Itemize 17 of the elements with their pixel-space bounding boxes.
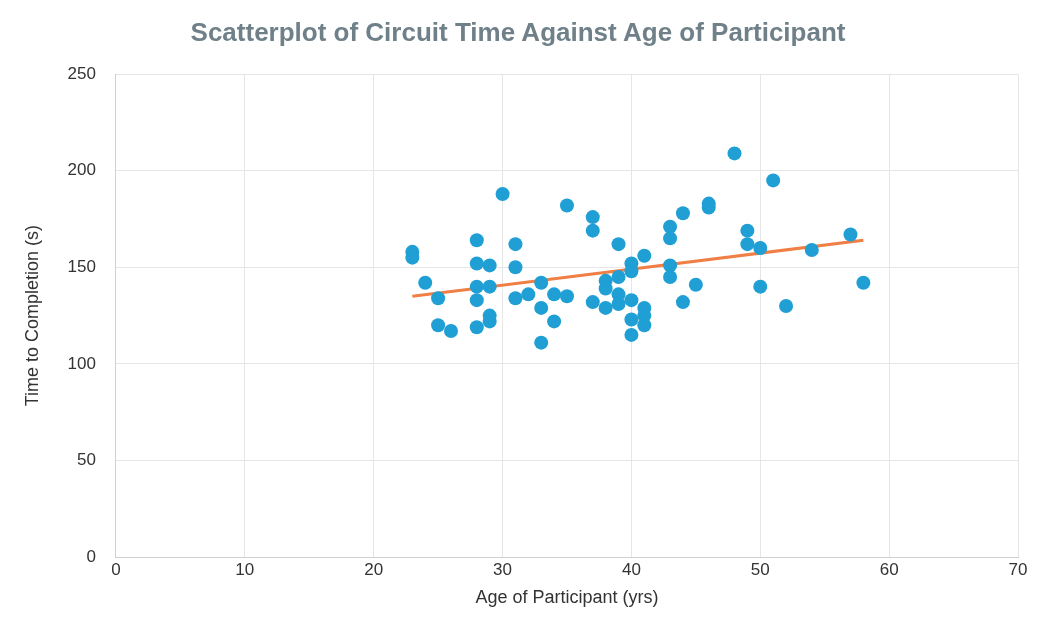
x-tick-label: 40 bbox=[621, 559, 641, 579]
y-axis-title: Time to Completion (s) bbox=[21, 224, 42, 407]
x-tick-label: 0 bbox=[111, 559, 121, 579]
y-tick-label: 50 bbox=[77, 450, 96, 470]
chart-title: Scatterplot of Circuit Time Against Age of Participant bbox=[190, 16, 846, 47]
x-tick-label: 50 bbox=[750, 559, 770, 579]
x-tick-label: 20 bbox=[364, 559, 384, 579]
y-tick-label: 200 bbox=[67, 160, 96, 180]
x-tick-label: 30 bbox=[493, 559, 513, 579]
y-tick-label: 250 bbox=[67, 63, 96, 83]
y-tick-label: 150 bbox=[67, 257, 96, 277]
y-tick-label: 0 bbox=[86, 546, 96, 566]
x-axis-title: Age of Participant (yrs) bbox=[475, 587, 659, 608]
x-tick-label: 70 bbox=[1008, 559, 1028, 579]
x-tick-label: 10 bbox=[235, 559, 255, 579]
y-tick-label: 100 bbox=[67, 353, 96, 373]
x-tick-label: 60 bbox=[879, 559, 899, 579]
